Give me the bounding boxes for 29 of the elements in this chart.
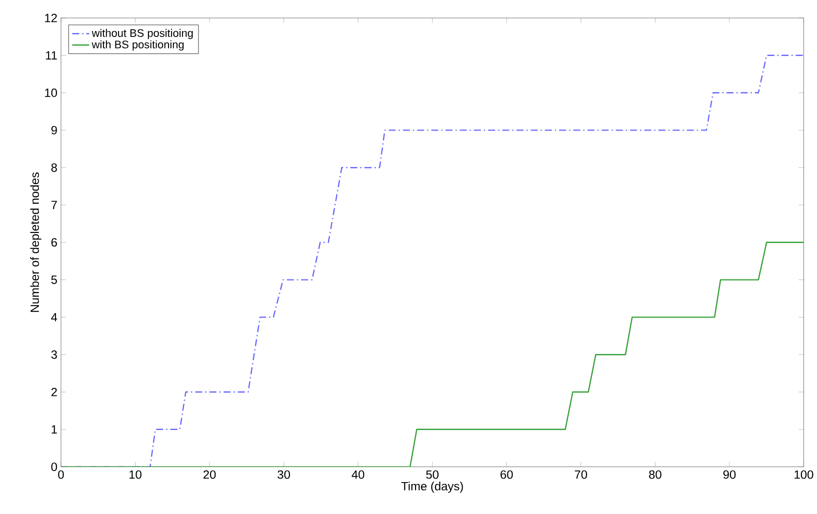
- y-tick-label: 6: [51, 238, 57, 247]
- x-tick-label: 30: [278, 470, 290, 479]
- y-tick-label: 4: [51, 313, 58, 322]
- x-axis-title: Time (days): [401, 482, 463, 493]
- y-tick-label: 3: [51, 350, 57, 359]
- y-axis-title: Number of depleted nodes: [30, 172, 42, 312]
- x-tick-label: 60: [500, 470, 513, 479]
- x-tick-label: 80: [649, 470, 662, 479]
- x-tick-label: 50: [426, 470, 439, 479]
- y-tick-label: 1: [52, 425, 57, 434]
- legend-label: without BS positioing: [92, 28, 193, 40]
- x-tick-label: 40: [352, 470, 364, 479]
- y-tick-label: 2: [51, 388, 57, 396]
- x-tick-label: 20: [203, 470, 216, 479]
- y-tick-label: 12: [45, 14, 57, 22]
- y-tick-label: 0: [51, 462, 58, 472]
- y-tick-label: 9: [51, 126, 57, 135]
- x-tick-label: 100: [794, 470, 814, 479]
- y-tick-label: 7: [51, 200, 57, 210]
- line-series: [60, 242, 804, 467]
- y-tick-label: 11: [46, 51, 57, 60]
- x-tick-label: 0: [58, 470, 64, 479]
- x-tick-label: 10: [130, 470, 142, 479]
- x-tick-label: 70: [574, 470, 588, 479]
- x-tick-label: 90: [723, 470, 736, 479]
- legend-label: with BS positioning: [92, 40, 184, 51]
- y-tick-label: 5: [51, 276, 57, 284]
- y-tick-label: 10: [45, 88, 58, 98]
- y-tick-label: 8: [51, 163, 57, 172]
